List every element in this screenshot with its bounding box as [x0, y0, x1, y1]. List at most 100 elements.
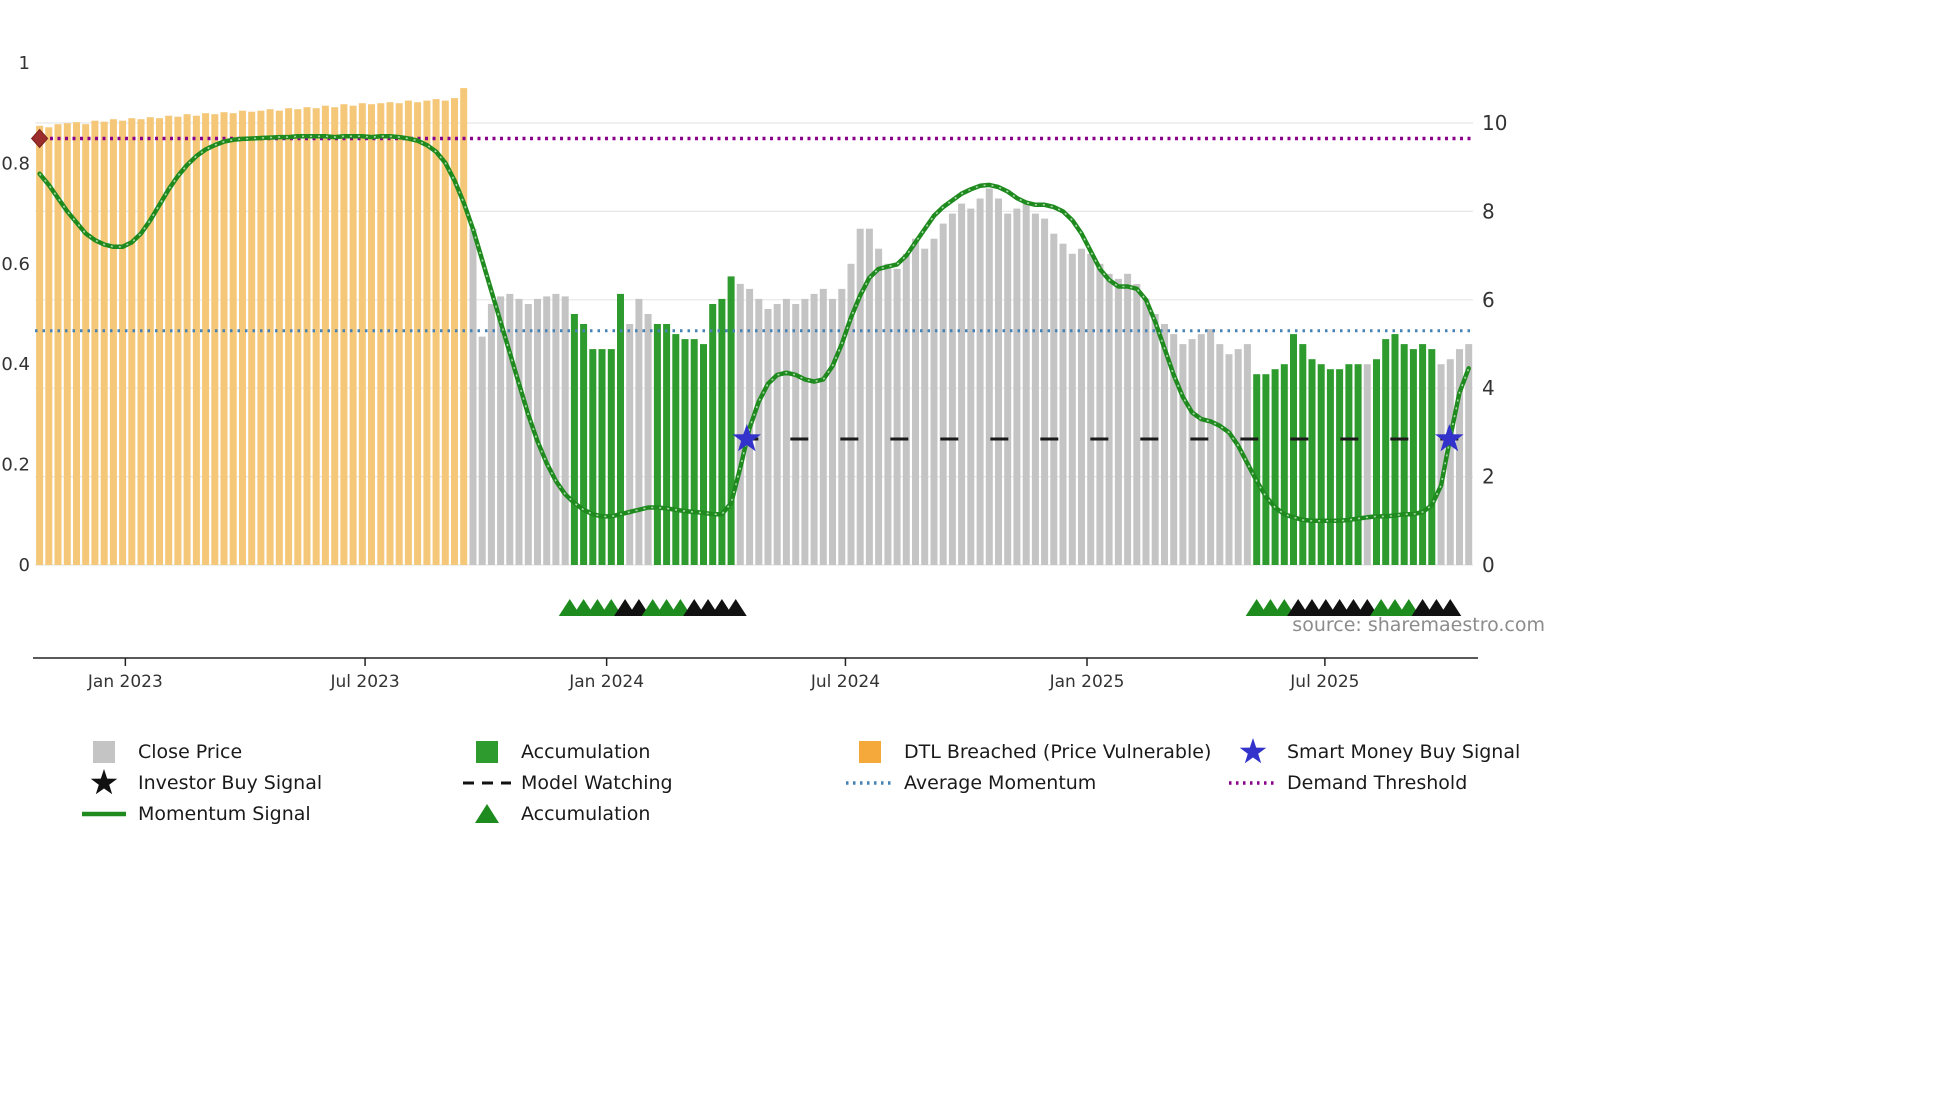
price-bar-accumulation [1308, 359, 1316, 565]
price-bar-accumulation [1253, 374, 1261, 565]
x-tick-label: Jan 2025 [1049, 672, 1125, 692]
price-bar-close [865, 228, 873, 565]
price-bar-dtl_breached [321, 105, 329, 565]
legend-column: Smart Money Buy Signal Demand Threshold [1229, 736, 1520, 829]
price-bar-dtl_breached [146, 117, 154, 565]
price-bar-dtl_breached [183, 114, 191, 565]
price-bar-dtl_breached [174, 116, 182, 565]
legend-item-average-momentum: Average Momentum [846, 767, 1229, 798]
price-bar-close [534, 298, 541, 565]
price-bar-close [755, 298, 763, 565]
investor-buy-marker-icon [1287, 599, 1310, 616]
price-bar-accumulation [681, 339, 689, 565]
price-bar-close [1133, 283, 1141, 565]
price-bar-close [469, 228, 477, 565]
price-bar-close [1437, 364, 1445, 565]
legend-label: Accumulation [521, 740, 651, 763]
price-bar-dtl_breached [340, 104, 348, 565]
x-tick-label: Jul 2025 [1289, 672, 1359, 692]
price-bar-close [1456, 349, 1463, 565]
threshold-start-marker [30, 128, 49, 149]
investor-buy-marker-icon [1342, 599, 1365, 616]
legend-label: Close Price [138, 740, 243, 763]
price-bar-accumulation [1391, 334, 1399, 565]
price-bar-accumulation [718, 298, 726, 565]
price-bar-close [1234, 349, 1242, 565]
accumulation-marker-icon [655, 599, 678, 616]
price-bar-dtl_breached [395, 103, 403, 565]
price-bar-dtl_breached [165, 115, 173, 565]
accumulation-marker-icon [1245, 599, 1268, 616]
price-bar-close [1096, 263, 1104, 565]
price-bar-close [856, 228, 864, 565]
investor-buy-marker-icon [1328, 599, 1351, 616]
investor-buy-marker-icon [724, 599, 747, 616]
price-bar-close [543, 296, 551, 565]
price-bar-close [847, 263, 855, 565]
price-bar-close [939, 223, 947, 565]
price-bar-accumulation [1345, 364, 1353, 565]
price-bar-close [1225, 354, 1233, 565]
price-bar-dtl_breached [257, 110, 265, 565]
price-bar-close [829, 298, 836, 565]
price-bar-dtl_breached [358, 103, 366, 565]
price-bar-accumulation [580, 324, 588, 565]
accumulation-marker-icon [572, 599, 595, 616]
legend-item-dtl-breached-price-vulnerable: DTL Breached (Price Vulnerable) [846, 736, 1229, 767]
chart-legend: Close Price Investor Buy Signal Momentum S… [80, 736, 1520, 829]
price-bar-accumulation [1336, 369, 1344, 565]
legend-item-demand-threshold: Demand Threshold [1229, 767, 1520, 798]
price-bar-close [644, 314, 652, 565]
price-bar-close [635, 298, 643, 565]
price-bar-dtl_breached [119, 120, 127, 565]
price-bar-close [819, 288, 827, 565]
price-bar-dtl_breached [54, 124, 62, 565]
price-bar-close [921, 248, 929, 565]
price-bar-dtl_breached [275, 110, 283, 565]
legend-item-accumulation: Accumulation [463, 798, 846, 829]
legend-dotted-line-icon [1229, 780, 1277, 785]
price-bar-close [912, 238, 919, 565]
legend-label: Model Watching [521, 771, 673, 794]
price-bar-dtl_breached [192, 115, 200, 565]
legend-square-icon [476, 740, 498, 763]
price-bar-close [1078, 248, 1085, 565]
price-bar-close [561, 296, 569, 565]
legend-item-accumulation: Accumulation [463, 736, 846, 767]
accumulation-marker-icon [1397, 599, 1420, 616]
price-bar-accumulation [1409, 349, 1417, 565]
price-bar-accumulation [1290, 334, 1297, 565]
price-bar-accumulation [570, 314, 578, 565]
investor-buy-marker-icon [1425, 599, 1448, 616]
price-bar-dtl_breached [441, 100, 449, 565]
price-bar-close [487, 304, 495, 565]
price-bar-accumulation [1271, 369, 1279, 565]
left-tick-label: 1 [19, 53, 30, 74]
legend-star-icon [90, 768, 118, 794]
price-bar-dtl_breached [220, 112, 228, 565]
legend-dotted-line-icon [846, 780, 894, 785]
investor-buy-marker-icon [1314, 599, 1337, 616]
price-bar-dtl_breached [128, 118, 136, 565]
price-bar-close [515, 298, 523, 565]
price-bar-close [1179, 344, 1187, 565]
legend-square-icon [859, 740, 881, 763]
investor-buy-marker-icon [1356, 599, 1379, 616]
price-bar-close [1363, 364, 1371, 565]
left-tick-label: 0.8 [1, 153, 30, 174]
legend-column: Close Price Investor Buy Signal Momentum S… [80, 736, 463, 829]
right-tick-label: 8 [1482, 199, 1495, 223]
legend-label: Accumulation [521, 802, 651, 825]
price-bar-close [1197, 334, 1205, 565]
price-bar-dtl_breached [303, 107, 311, 565]
right-tick-label: 6 [1482, 288, 1495, 312]
price-bar-close [801, 298, 809, 565]
investor-buy-marker-icon [614, 599, 637, 616]
price-bar-dtl_breached [377, 103, 385, 565]
right-tick-label: 2 [1482, 465, 1495, 489]
price-bar-accumulation [1317, 364, 1325, 565]
legend-triangle-icon [475, 803, 499, 823]
price-bar-close [782, 298, 790, 565]
x-tick-label: Jul 2024 [810, 672, 880, 692]
price-bar-accumulation [598, 349, 606, 565]
